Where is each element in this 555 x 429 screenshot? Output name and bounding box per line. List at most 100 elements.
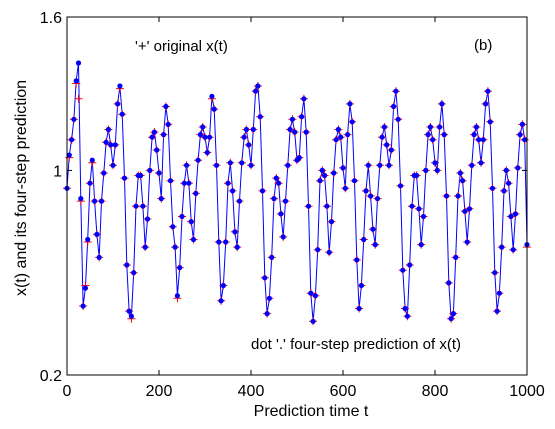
prediction-dot [75,60,82,66]
prediction-dot [487,119,493,125]
prediction-dot [82,285,88,291]
prediction-dot [331,170,337,176]
prediction-dot [308,290,314,296]
prediction-dot [149,134,155,140]
prediction-dot [305,203,312,209]
x-tick-label: 600 [330,383,357,400]
y-tick-label: 1 [53,163,62,180]
prediction-dot [248,162,254,168]
prediction-dot [478,160,484,166]
prediction-dot [361,236,367,243]
prediction-dot [409,203,415,209]
prediction-dot [117,83,123,89]
prediction-dot [402,305,408,312]
prediction-dot [358,282,364,289]
prediction-dot [181,180,187,186]
prediction-dot [430,137,436,143]
prediction-dot [172,244,178,250]
prediction-dot [345,132,351,138]
prediction-dot [71,116,77,122]
prediction-dot [241,134,247,140]
prediction-dot [363,188,369,194]
prediction-dot [462,208,468,214]
x-tick-label: 800 [422,383,449,400]
prediction-dot [439,101,445,107]
prediction-dot [103,139,109,145]
prediction-dot [184,162,190,168]
prediction-dot [230,188,236,194]
prediction-dot [179,213,185,220]
prediction-dot [177,265,183,271]
prediction-dot [315,247,321,253]
prediction-dot [140,203,146,209]
prediction-dot [443,193,450,199]
prediction-dot [326,249,332,255]
prediction-dot [257,114,263,120]
prediction-dot [466,206,473,212]
prediction-dot [379,134,385,140]
prediction-dot [204,149,210,156]
prediction-dot [211,106,217,112]
prediction-dot [232,229,238,235]
prediction-dot [138,172,144,179]
prediction-dot [147,167,153,173]
original-plus-marker [74,94,83,103]
prediction-dot [289,116,295,122]
prediction-dot [154,147,160,153]
prediction-dot [395,116,401,122]
prediction-dot [225,180,231,186]
prediction-dot [163,103,169,110]
prediction-dot [423,167,429,173]
prediction-dot [425,132,431,138]
prediction-dot [287,126,293,133]
prediction-dot [250,126,256,133]
prediction-dot [121,175,128,181]
prediction-dot [469,162,475,168]
plot-frame [66,16,528,376]
prediction-dot [370,226,376,232]
prediction-dot [69,137,75,143]
prediction-dot [66,152,72,158]
prediction-dot [273,175,279,181]
prediction-dot [450,311,456,317]
prediction-dot [156,170,162,176]
prediction-dot [434,167,440,173]
prediction-dot [292,129,298,135]
prediction-dot [282,198,289,204]
prediction-dot [269,254,275,260]
prediction-dot [476,137,482,143]
prediction-dot [220,282,226,289]
prediction-dot [209,93,215,99]
prediction-dot [190,236,197,243]
prediction-dot [501,188,507,194]
prediction-dot [427,124,433,130]
prediction-dot [485,88,491,94]
prediction-series-note: dot '.' four-step prediction of x(t) [251,336,461,353]
prediction-dot [234,244,240,250]
prediction-dot [512,211,519,217]
prediction-dot [264,311,270,317]
prediction-dot [508,213,514,220]
prediction-dot [347,101,353,107]
prediction-dot [207,134,213,140]
prediction-dot [110,162,116,168]
prediction-dot [391,103,397,110]
prediction-dot [266,295,272,301]
prediction-dot [119,111,125,117]
prediction-dot [384,142,390,148]
prediction-dot [151,129,157,135]
prediction-dot [165,121,171,127]
prediction-dot [271,196,277,202]
prediction-dot [101,170,107,176]
prediction-dot [98,198,105,204]
prediction-dot [437,124,443,130]
prediction-dot [473,124,479,130]
prediction-dot [200,124,206,130]
prediction-dot [460,178,466,184]
prediction-dot [255,83,261,89]
prediction-dot [126,308,132,314]
x-tick-label: 1000 [509,383,545,400]
